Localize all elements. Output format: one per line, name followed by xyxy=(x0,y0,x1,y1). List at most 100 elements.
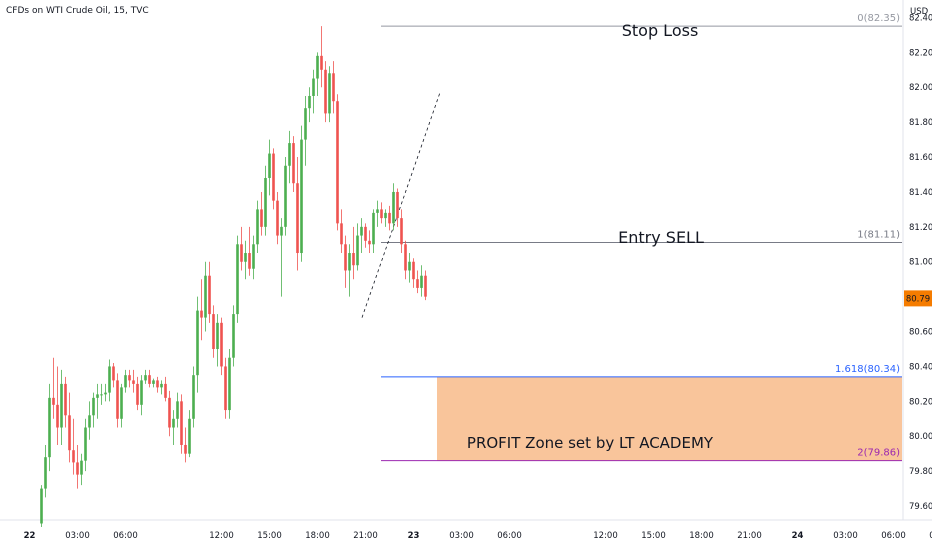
candle-body xyxy=(300,139,303,254)
candle-body xyxy=(304,108,307,140)
candle-body xyxy=(424,275,427,297)
x-tick-label: 06:00 xyxy=(881,531,906,541)
candle-body xyxy=(112,366,115,381)
x-tick-label: 06:00 xyxy=(113,531,138,541)
candle-body xyxy=(248,253,251,269)
candle-body xyxy=(368,240,371,245)
x-tick-label: 09:00 xyxy=(929,531,932,541)
candle-body xyxy=(272,153,275,201)
candle-body xyxy=(392,191,395,224)
candle-body xyxy=(172,418,175,428)
candle-body xyxy=(168,397,171,428)
x-tick-label: 22 xyxy=(24,531,36,541)
candle-body xyxy=(196,310,199,376)
candle-body xyxy=(296,183,299,254)
candle-body xyxy=(136,383,139,405)
y-tick-label: 81.40 xyxy=(909,188,932,198)
candle-body xyxy=(156,380,159,388)
candle-body xyxy=(108,366,111,393)
candle-body xyxy=(332,73,335,102)
candle-body xyxy=(144,375,147,381)
candle-body xyxy=(324,69,327,114)
candle-body xyxy=(124,375,127,388)
candle-body xyxy=(92,397,95,416)
candle-body xyxy=(120,387,123,419)
x-tick-label: 21:00 xyxy=(737,531,762,541)
fib-level-label: 2(79.86) xyxy=(857,448,900,459)
candle-body xyxy=(228,357,231,411)
fib-level-label: 0(82.35) xyxy=(857,13,900,24)
x-tick-label: 03:00 xyxy=(833,531,858,541)
candle-body xyxy=(376,209,379,213)
candle-body xyxy=(396,191,399,219)
x-tick-label: 24 xyxy=(792,531,804,541)
stop-loss-annotation: Stop Loss xyxy=(622,21,699,40)
candle-body xyxy=(160,383,163,388)
candle-body xyxy=(388,212,391,224)
candle-body xyxy=(420,275,423,288)
candle-body xyxy=(244,253,247,262)
x-tick-label: 12:00 xyxy=(209,531,234,541)
candle-body xyxy=(288,143,291,166)
candle-body xyxy=(132,380,135,384)
candle-body xyxy=(352,253,355,266)
candle-body xyxy=(100,394,103,396)
candle-body xyxy=(68,415,71,451)
candle-body xyxy=(384,212,387,219)
candle-body xyxy=(340,223,343,245)
x-tick-label: 06:00 xyxy=(497,531,522,541)
candle-body xyxy=(404,244,407,271)
candle-body xyxy=(408,261,411,271)
y-tick-label: 81.00 xyxy=(909,258,932,268)
y-tick-label: 81.20 xyxy=(909,223,932,233)
candle-body xyxy=(52,397,55,405)
candle-body xyxy=(400,218,403,245)
candle-body xyxy=(200,310,203,318)
candle-body xyxy=(268,153,271,178)
candle-body xyxy=(372,212,375,245)
fib-level-label: 1(81.11) xyxy=(857,230,900,241)
candle-body xyxy=(232,314,235,358)
candle-body xyxy=(76,462,79,475)
candle-body xyxy=(72,450,75,463)
x-tick-label: 15:00 xyxy=(257,531,282,541)
x-tick-label: 03:00 xyxy=(449,531,474,541)
y-tick-label: 82.20 xyxy=(909,48,932,58)
last-price-label: 80.79 xyxy=(906,294,930,304)
candle-body xyxy=(184,444,187,454)
x-tick-label: 18:00 xyxy=(305,531,330,541)
candle-body xyxy=(104,392,107,395)
candle-body xyxy=(380,209,383,219)
candle-body xyxy=(264,177,267,227)
candle-body xyxy=(180,401,183,445)
candle-body xyxy=(56,404,59,428)
trend-line-dashed xyxy=(361,92,441,318)
candle-body xyxy=(356,235,359,266)
candle-body xyxy=(220,322,223,367)
candle-body xyxy=(48,397,51,458)
candle-body xyxy=(316,55,319,79)
y-tick-label: 79.60 xyxy=(909,502,932,512)
candle-body xyxy=(320,55,323,70)
candle-body xyxy=(212,314,215,349)
last-price-tag xyxy=(904,290,932,307)
candle-body xyxy=(224,366,227,411)
y-tick-label: 80.20 xyxy=(909,397,932,407)
candle-body xyxy=(348,253,351,271)
x-tick-label: 21:00 xyxy=(353,531,378,541)
y-tick-label: 81.80 xyxy=(909,118,932,128)
candle-body xyxy=(96,394,99,398)
candle-body xyxy=(236,244,239,315)
candle-body xyxy=(364,226,367,241)
candle-body xyxy=(192,375,195,419)
x-tick-label: 15:00 xyxy=(641,531,666,541)
candle-body xyxy=(64,383,67,416)
x-tick-label: 12:00 xyxy=(593,531,618,541)
candle-body xyxy=(344,244,347,271)
candle-body xyxy=(140,380,143,405)
fib-level-label: 1.618(80.34) xyxy=(835,364,900,375)
candle-body xyxy=(208,275,211,315)
candle-body xyxy=(88,415,91,428)
entry-sell-annotation: Entry SELL xyxy=(618,228,704,247)
